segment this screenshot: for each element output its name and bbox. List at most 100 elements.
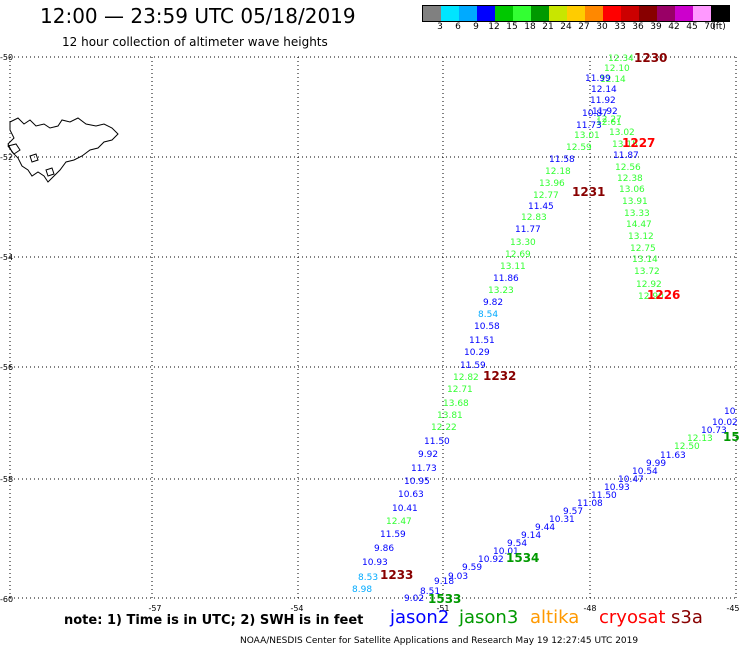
swh-value-label: 13.01 [574,131,600,141]
note-text: note: 1) Time is in UTC; 2) SWH is in fe… [64,613,364,628]
swh-value-label: 9.44 [535,523,555,533]
altimeter-tracks: 12.3412.1012.1411.9912.1411.9211.9212.27… [352,54,738,604]
satellite-legend-jason2: jason2 [390,607,450,628]
legend-swatch [639,6,657,21]
swh-value-label: 9.54 [507,539,527,549]
swh-value-label: 10.02 [712,418,738,428]
legend-label: 6 [455,22,461,32]
swh-value-label: 13.96 [539,179,565,189]
legend-swatch [459,6,477,21]
swh-value-label: 11.51 [469,336,495,346]
footer-credit: NOAA/NESDIS Center for Satellite Applica… [240,636,639,646]
swh-value-label: 13.68 [443,399,469,409]
swh-value-label: 12.59 [566,143,592,153]
legend-label: 30 [596,22,608,32]
swh-value-label: 12.50 [674,442,700,452]
swh-value-label: 12.27 [596,115,622,125]
swh-value-label: 9.92 [418,450,438,460]
lon-tick-label: -54 [290,604,303,613]
swh-value-label: 10.01 [493,547,519,557]
swh-value-label: 13.11 [500,262,526,272]
legend-label: 70 [704,22,716,32]
lon-tick-label: -57 [148,604,161,613]
falkland-islands-coastline [7,117,119,183]
legend-swatch [423,6,441,21]
swh-value-label: 12.61 [596,118,622,128]
swh-value-label: 9.59 [462,563,482,573]
legend-label: 18 [524,22,536,32]
legend-swatch [477,6,495,21]
swh-value-label: 9.02 [404,594,424,604]
pass-time-label: 1534 [506,551,539,565]
lon-tick-label: -51 [436,604,449,613]
swh-value-label: 11.99 [585,74,611,84]
legend-swatch [675,6,693,21]
pass-time-label: 1231 [572,185,605,199]
swh-value-label: 10.29 [464,348,490,358]
swh-value-label: 12.14 [591,85,617,95]
swh-value-label: 11.50 [424,437,450,447]
swh-value-label: 8.51 [420,587,440,597]
swh-value-label: 9.18 [434,577,454,587]
swh-value-label: 13.06 [619,185,645,195]
swh-value-label: 9.57 [563,507,583,517]
legend-label: 36 [632,22,644,32]
lat-tick-label: -60 [0,595,13,604]
legend-swatch [657,6,675,21]
swh-value-label: 12.90 [638,292,664,302]
swh-value-label: 12.83 [521,213,547,223]
lat-tick-label: -56 [0,363,13,372]
swh-value-label: 10.92 [478,555,504,565]
swh-value-label: 10.31 [549,515,575,525]
swh-value-label: 10.87 [582,109,608,119]
swh-value-label: 12.77 [533,191,559,201]
legend-label: 45 [686,22,698,32]
swh-value-label: 10.41 [392,504,418,514]
legend-swatch [495,6,513,21]
swh-value-label: 10.93 [362,558,388,568]
legend-swatch [567,6,585,21]
pass-time-label: 1226 [647,288,680,302]
graticule [9,56,737,600]
swh-value-label: 11.08 [577,499,603,509]
legend-swatch [603,6,621,21]
swh-value-label: 10.93 [604,483,630,493]
lat-tick-label: -58 [0,475,13,484]
swh-value-label: 10.58 [474,322,500,332]
pass-time-label: 1227 [622,136,655,150]
swh-value-label: 9.03 [448,572,468,582]
swh-value-label: 12.56 [615,163,641,173]
lat-tick-label: -50 [0,53,13,62]
swh-value-label: 10.95 [404,477,430,487]
legend-label: 27 [578,22,590,32]
legend-label: 39 [650,22,662,32]
color-legend-labels: 3 6 9 12 15 18 21 24 27 30 33 36 39 42 45 70 (ft) [422,22,740,34]
lon-tick-label: -45 [726,604,739,613]
swh-value-label: 13.02 [609,128,635,138]
swh-value-label: 11.45 [528,202,554,212]
legend-label: 42 [668,22,680,32]
legend-label: 9 [473,22,479,32]
legend-swatch [585,6,603,21]
swh-value-label: 8.53 [358,573,378,583]
swh-value-label: 12.13 [687,434,713,444]
swh-value-label: 13.30 [510,238,536,248]
satellite-legend-altika: altika [530,607,580,628]
swh-value-label: 12.82 [453,373,479,383]
swh-value-label: 11.73 [576,121,602,131]
lon-tick-label: -48 [583,604,596,613]
legend-swatch [693,6,711,21]
page-subtitle: 12 hour collection of altimeter wave hei… [62,35,328,49]
swh-value-label: 11.73 [411,464,437,474]
pass-time-label: 1230 [634,51,667,65]
swh-value-label: 12.22 [431,423,457,433]
swh-value-label: 11.58 [549,155,575,165]
swh-value-label: 11.92 [590,96,616,106]
swh-value-label: 8.54 [478,310,498,320]
swh-value-label: 9.14 [521,531,541,541]
swh-value-label: 12.47 [386,517,412,527]
lat-tick-label: -52 [0,153,13,162]
legend-swatch [513,6,531,21]
swh-value-label: 10 [724,407,736,417]
swh-value-label: 11.92 [592,107,618,117]
